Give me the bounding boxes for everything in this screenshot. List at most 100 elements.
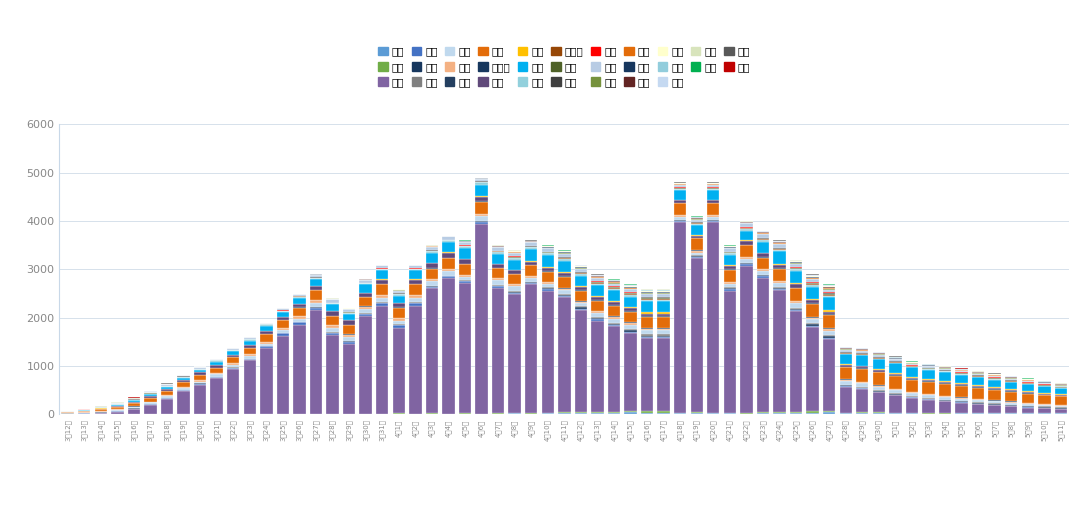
Bar: [740, 240, 753, 241]
Bar: [956, 375, 968, 383]
Bar: [889, 393, 902, 394]
Bar: [608, 305, 620, 306]
Bar: [342, 341, 355, 343]
Bar: [426, 281, 438, 286]
Bar: [459, 275, 471, 277]
Bar: [1022, 394, 1034, 402]
Bar: [194, 372, 206, 375]
Bar: [127, 404, 140, 406]
Bar: [326, 316, 339, 325]
Bar: [773, 287, 786, 289]
Bar: [509, 253, 521, 256]
Bar: [640, 297, 653, 298]
Bar: [972, 400, 984, 402]
Bar: [409, 295, 421, 298]
Bar: [1038, 407, 1051, 408]
Bar: [839, 384, 852, 385]
Bar: [640, 328, 653, 329]
Bar: [624, 289, 637, 290]
Bar: [409, 298, 421, 303]
Bar: [558, 288, 570, 289]
Bar: [640, 298, 653, 299]
Bar: [757, 275, 769, 276]
Bar: [276, 317, 289, 320]
Bar: [839, 380, 852, 381]
Bar: [624, 328, 637, 330]
Bar: [773, 251, 786, 264]
Bar: [509, 260, 521, 269]
Bar: [789, 268, 802, 269]
Bar: [211, 368, 222, 373]
Bar: [342, 343, 355, 414]
Bar: [889, 376, 902, 388]
Bar: [1055, 388, 1067, 394]
Bar: [823, 335, 835, 336]
Bar: [823, 285, 835, 286]
Bar: [409, 269, 421, 270]
Bar: [194, 369, 206, 370]
Bar: [956, 402, 968, 413]
Bar: [575, 412, 588, 413]
Bar: [823, 296, 835, 297]
Bar: [640, 329, 653, 330]
Bar: [873, 392, 885, 412]
Bar: [608, 282, 620, 283]
Bar: [823, 297, 835, 310]
Bar: [773, 283, 786, 286]
Bar: [608, 325, 620, 326]
Bar: [1005, 391, 1017, 392]
Bar: [1022, 383, 1034, 384]
Bar: [541, 271, 554, 282]
Bar: [773, 269, 786, 281]
Bar: [624, 307, 637, 308]
Bar: [972, 413, 984, 414]
Bar: [956, 398, 968, 401]
Bar: [525, 282, 538, 283]
Bar: [624, 292, 637, 293]
Bar: [906, 396, 918, 397]
Bar: [525, 262, 538, 265]
Bar: [674, 203, 687, 214]
Bar: [823, 328, 835, 329]
Bar: [839, 364, 852, 365]
Bar: [707, 215, 719, 218]
Bar: [1055, 395, 1067, 396]
Bar: [111, 406, 123, 407]
Bar: [591, 321, 604, 412]
Bar: [244, 358, 256, 360]
Bar: [608, 289, 620, 290]
Bar: [757, 269, 769, 271]
Bar: [690, 251, 703, 253]
Bar: [491, 247, 504, 251]
Bar: [475, 202, 488, 213]
Bar: [823, 290, 835, 293]
Bar: [558, 296, 570, 297]
Bar: [509, 274, 521, 284]
Bar: [640, 293, 653, 294]
Bar: [1055, 394, 1067, 395]
Bar: [707, 185, 719, 188]
Bar: [392, 304, 405, 307]
Bar: [724, 289, 737, 291]
Bar: [111, 407, 123, 409]
Bar: [276, 330, 289, 333]
Bar: [856, 383, 868, 387]
Bar: [591, 413, 604, 414]
Bar: [789, 413, 802, 414]
Bar: [260, 331, 272, 335]
Bar: [658, 316, 670, 317]
Bar: [690, 220, 703, 222]
Bar: [640, 317, 653, 328]
Bar: [426, 247, 438, 250]
Bar: [608, 323, 620, 324]
Bar: [807, 316, 819, 318]
Bar: [591, 282, 604, 283]
Bar: [823, 314, 835, 315]
Bar: [177, 380, 190, 382]
Bar: [227, 350, 240, 351]
Bar: [624, 297, 637, 307]
Bar: [624, 323, 637, 325]
Bar: [856, 389, 868, 412]
Bar: [1038, 386, 1051, 393]
Bar: [1038, 413, 1051, 414]
